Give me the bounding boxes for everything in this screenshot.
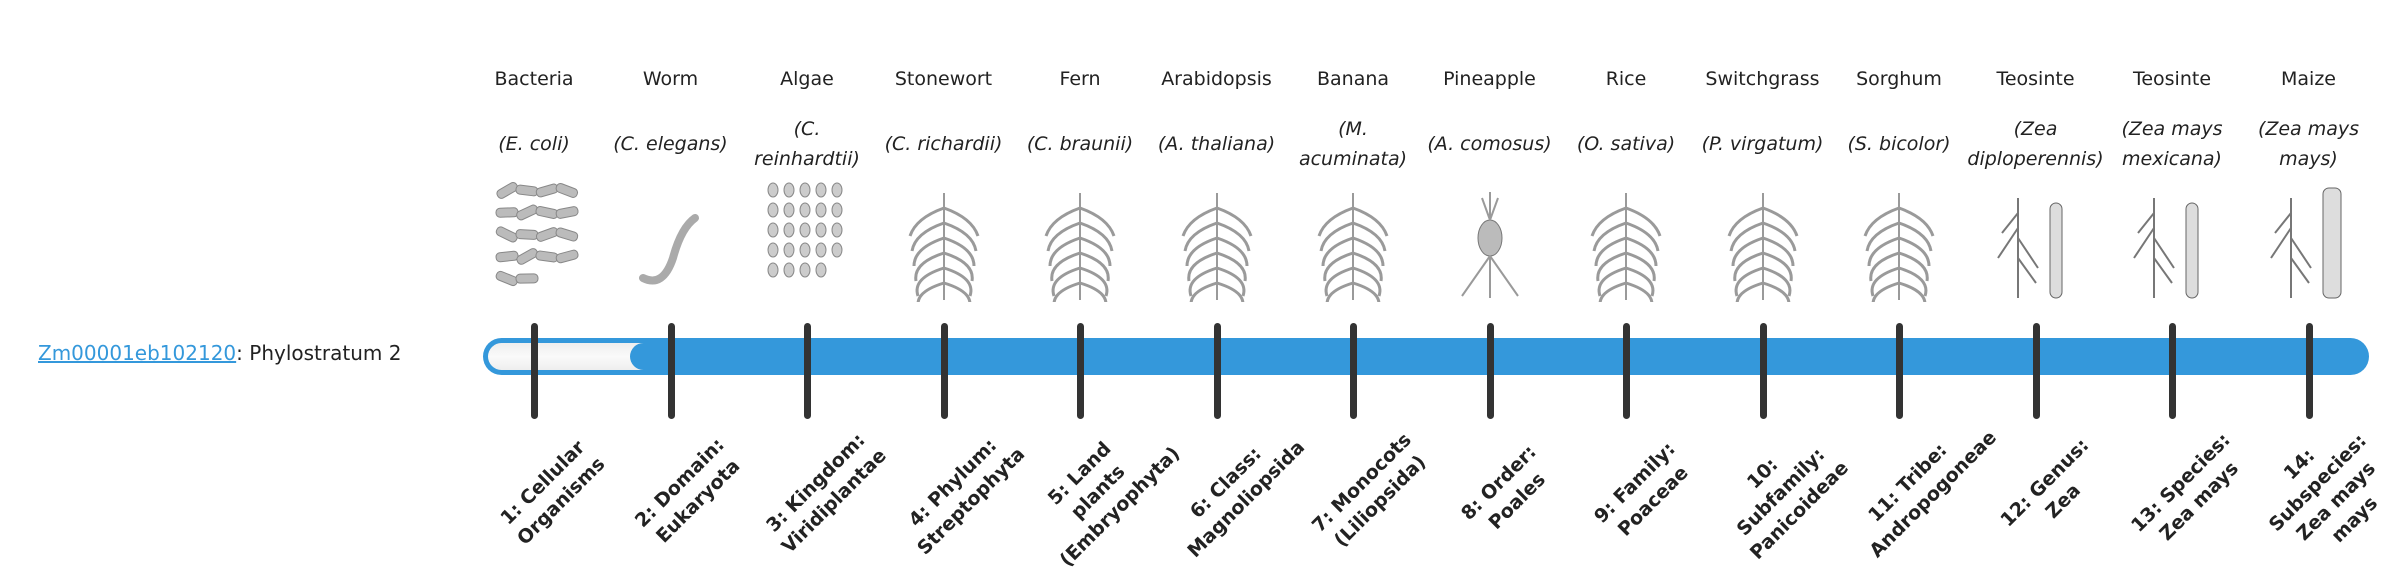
pineapple-icon (1422, 178, 1558, 302)
stratum-tick (2169, 323, 2176, 419)
organism-scientific-name: (M. acuminata) (1285, 106, 1421, 182)
rice-icon (1558, 178, 1694, 302)
organism-common-name: Bacteria (494, 68, 574, 90)
organism-common-name: Teosinte (1996, 68, 2075, 90)
bar-start-cap (629, 343, 660, 370)
stratum-label: 4: Phylum: Streptophyta (903, 434, 1029, 560)
stratum-tick (1759, 323, 1767, 419)
scientific-name-text: (Zea mays mays) (2257, 118, 2360, 170)
stratum-tick (2032, 323, 2040, 419)
stratum-label: 14: Subspecies: Zea mays mays (2264, 429, 2382, 548)
organism-scientific-name: (Zea mays mays) (2241, 106, 2377, 182)
arabidopsis-icon (1149, 178, 1285, 302)
scientific-name-text: (A. comosus) (1427, 133, 1552, 155)
stratum-tick (940, 323, 948, 419)
sorghum-icon (1831, 178, 1967, 302)
algae-icon (739, 178, 875, 302)
organism-scientific-name: (C. braunii) (1012, 106, 1148, 182)
stratum-tick (2305, 323, 2313, 419)
organism-scientific-name: (S. bicolor) (1831, 106, 1967, 182)
scientific-name-text: (O. sativa) (1576, 133, 1676, 155)
organism-common-name: Sorghum (1856, 68, 1942, 90)
organism-common-name: Algae (780, 68, 834, 90)
scientific-name-text: (C. reinhardtii) (754, 118, 860, 170)
stratum-label: 6: Class: Magnoliopsida (1182, 436, 1309, 563)
stratum-tick (1350, 323, 1357, 419)
scientific-name-text: (S. bicolor) (1847, 133, 1951, 155)
stratum-tick (531, 323, 538, 419)
organism-common-name: Fern (1059, 68, 1101, 90)
organism-scientific-name: (Zea mays mexicana) (2104, 106, 2240, 182)
organism-common-name: Maize (2281, 68, 2336, 90)
stratum-label: 7: Monocots (Liliopsida) (1307, 428, 1431, 552)
teosinte-icon (1968, 178, 2104, 302)
stratum-label: 12: Genus: Zea (1995, 434, 2093, 532)
stratum-tick (804, 323, 811, 419)
scientific-name-text: (C. richardii) (884, 133, 1003, 155)
organism-common-name: Switchgrass (1705, 68, 1820, 90)
stratum-tick (1077, 323, 1084, 419)
scientific-name-text: (P. virgatum) (1701, 133, 1824, 155)
organism-scientific-name: (C. reinhardtii) (739, 106, 875, 182)
worm-icon (603, 178, 739, 302)
banana-icon (1285, 178, 1421, 302)
stonewort-icon (876, 178, 1012, 302)
stratum-tick (1486, 323, 1494, 419)
scientific-name-text: (A. thaliana) (1157, 133, 1276, 155)
organism-common-name: Teosinte (2132, 68, 2212, 90)
organism-common-name: Rice (1605, 68, 1647, 90)
scientific-name-text: (C. elegans) (613, 133, 728, 155)
stratum-tick (1896, 323, 1903, 419)
switchgrass-icon (1695, 178, 1831, 302)
organism-scientific-name: (A. comosus) (1422, 106, 1558, 182)
organism-scientific-name: (A. thaliana) (1149, 106, 1285, 182)
bacteria-icon (466, 178, 602, 302)
stratum-tick (1213, 323, 1221, 419)
stratum-label: 8: Order: Poales (1456, 440, 1550, 534)
organism-common-name: Arabidopsis (1161, 68, 1272, 90)
organism-scientific-name: (P. virgatum) (1695, 106, 1831, 182)
stratum-label: 10: Subfamily: Panicoideae (1732, 443, 1853, 564)
absent-strata-segment (488, 343, 660, 370)
organism-scientific-name: (C. richardii) (876, 106, 1012, 182)
gene-link[interactable]: Zm00001eb102120 (38, 341, 237, 365)
organism-scientific-name: (Zea diploperennis) (1967, 106, 2104, 182)
scientific-name-text: (C. braunii) (1026, 133, 1134, 155)
fern-icon (1012, 178, 1148, 302)
stratum-label: 13: Species: Zea mays (2126, 428, 2243, 545)
organism-scientific-name: (C. elegans) (603, 106, 739, 182)
scientific-name-text: (Zea mays mexicana) (2121, 118, 2223, 170)
organism-common-name: Banana (1316, 68, 1390, 90)
stratum-label: 9: Family: Poaceae (1589, 437, 1693, 541)
stratum-label: 3: Kingdom: Viridiplantae (762, 429, 891, 558)
stratum-label: 5: Land plants (Embryophyta) (1043, 437, 1185, 572)
organism-common-name: Stonewort (894, 68, 993, 90)
stratum-label: 2: Domain: Eukaryota (630, 433, 744, 548)
organism-common-name: Worm (642, 68, 699, 90)
scientific-name-text: (Zea diploperennis) (1967, 118, 2104, 170)
organism-common-name: Pineapple (1443, 68, 1536, 90)
scientific-name-text: (M. acuminata) (1298, 118, 1408, 170)
organism-scientific-name: (O. sativa) (1558, 106, 1694, 182)
scientific-name-text: (E. coli) (498, 133, 570, 155)
stratum-label: 1: Cellular Organisms (496, 436, 610, 550)
stratum-tick (1623, 323, 1630, 419)
stratum-tick (667, 323, 675, 419)
phylostratum-bar (483, 338, 2369, 375)
phylostratum-text: : Phylostratum 2 (236, 341, 402, 365)
teosinte-icon (2104, 178, 2240, 302)
maize-icon (2241, 178, 2377, 302)
organism-scientific-name: (E. coli) (466, 106, 602, 182)
stratum-label: 11: Tribe: Andropogoneae (1864, 426, 2001, 563)
gene-label: Zm00001eb102120: Phylostratum 2 (38, 341, 401, 365)
